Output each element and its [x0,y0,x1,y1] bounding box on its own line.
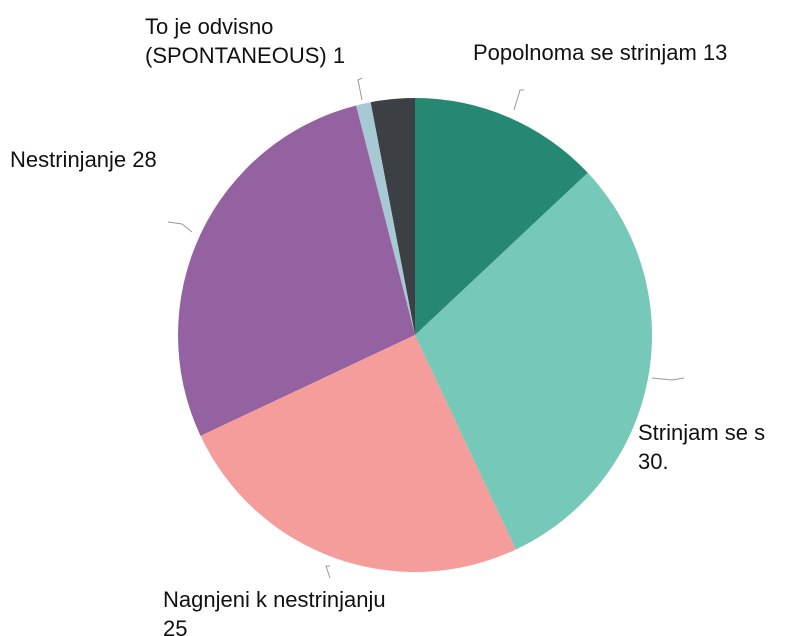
leader-line [325,565,331,579]
slice-label: Nestrinjanje 28 [10,145,230,174]
category-label: Nestrinjanje [10,147,127,172]
category-label: Strinjam se s [638,420,766,445]
leader-line [651,377,685,381]
value-label: 28 [132,147,157,172]
leader-line [513,89,524,111]
category-label: To je odvisno (SPONTANEOUS) [145,14,327,68]
slice-label: To je odvisno (SPONTANEOUS) 1 [145,12,395,70]
value-label: 1 [332,43,346,68]
leaders [167,77,685,579]
slice-label: Popolnoma se strinjam 13 [473,38,793,67]
category-label: Nagnjeni k nestrinjanju [163,587,386,612]
pie-slice [200,335,516,572]
slice-label: Strinjam se s 30. [638,418,797,476]
category-label: Popolnoma se strinjam [473,40,697,65]
pie-slice [415,172,653,550]
leader-line [357,77,363,101]
value-label: 30. [638,449,669,474]
leader-line [167,221,193,233]
pie-slice [415,98,588,335]
pie-slice [370,98,415,335]
pie-slice [356,102,415,335]
pie-slice [177,105,415,436]
value-label: 25 [163,616,188,636]
slice-label: Nagnjeni k nestrinjanju 25 [163,585,483,636]
value-label: 13 [702,40,728,65]
